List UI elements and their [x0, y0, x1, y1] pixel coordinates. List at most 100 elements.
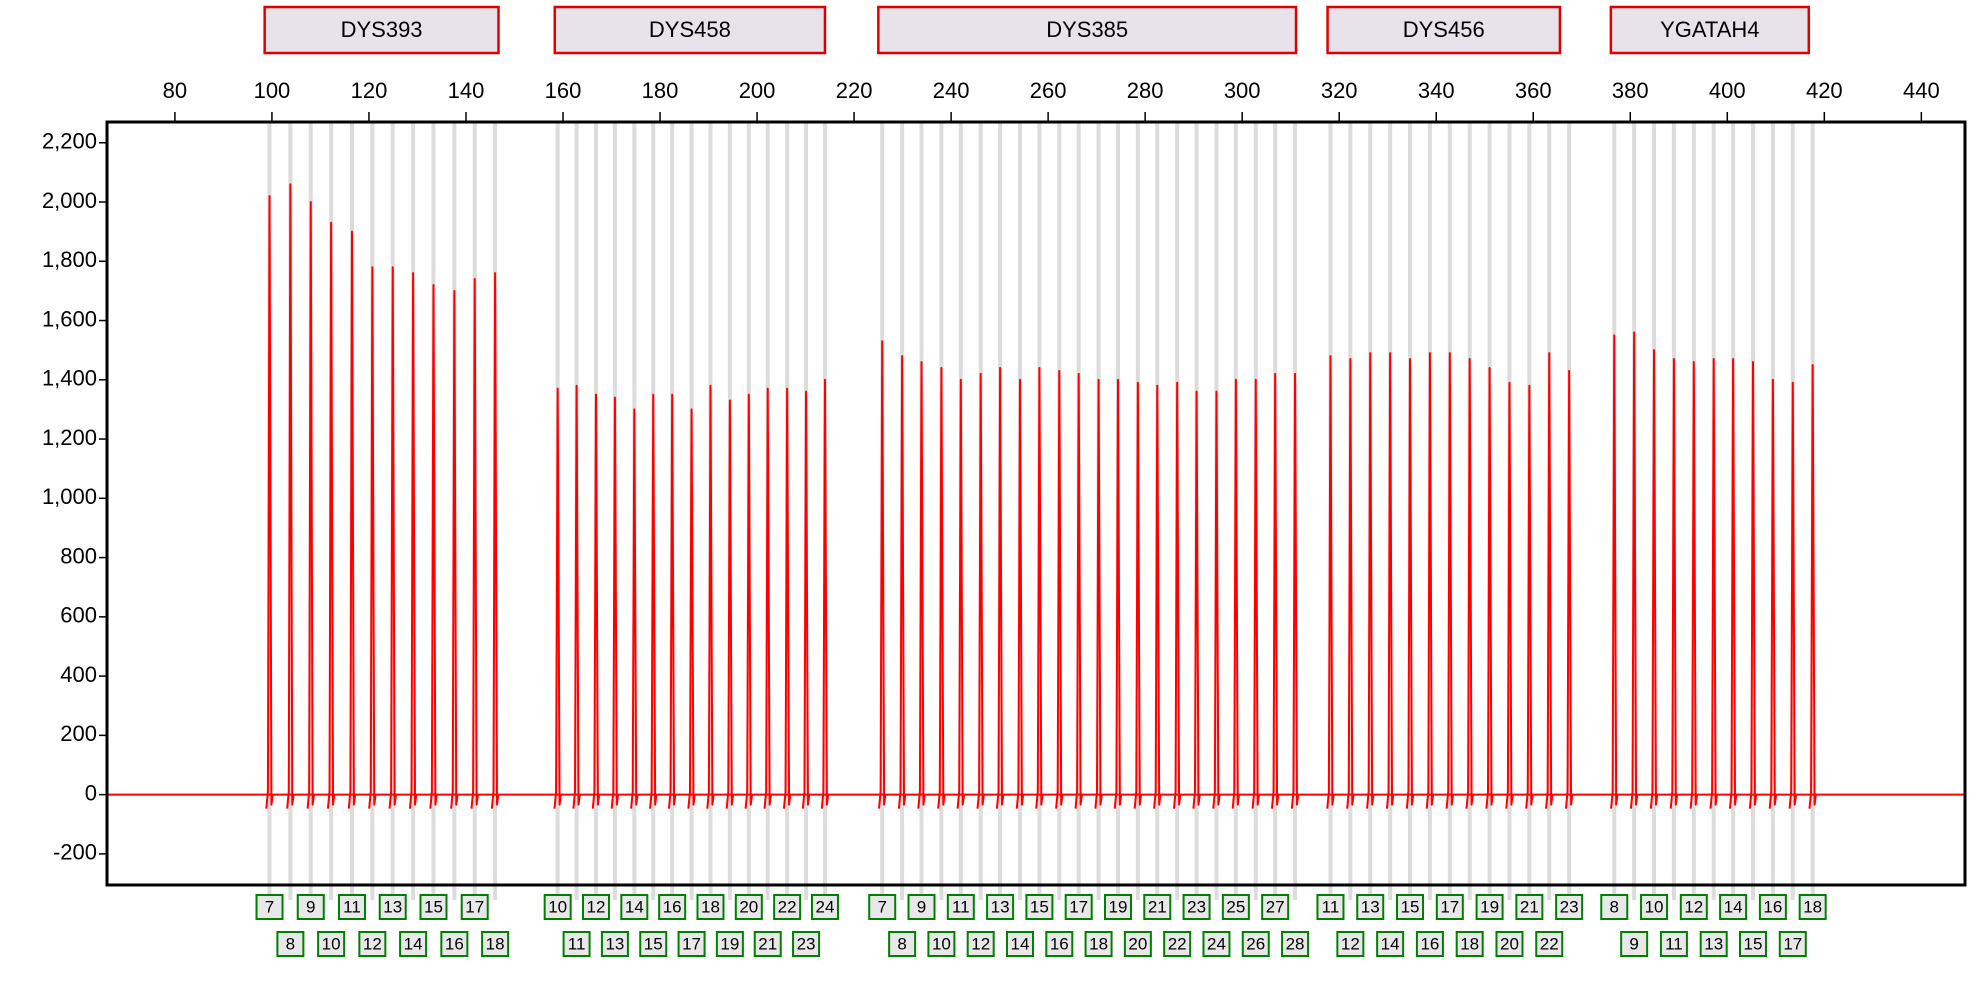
locus-box	[263, 5, 500, 55]
y-tick-label: 200	[60, 721, 97, 746]
allele-box	[773, 894, 802, 920]
peak	[1610, 334, 1619, 809]
allele-box	[715, 931, 744, 957]
x-tick-label: 240	[933, 78, 970, 103]
peak	[1525, 384, 1534, 809]
allele-label: 17	[465, 897, 484, 916]
allele-label: 18	[486, 934, 505, 953]
allele-box	[1182, 894, 1211, 920]
y-tick-label: 1,800	[42, 247, 97, 272]
locus-name: DYS393	[341, 17, 423, 42]
allele-label: 7	[265, 897, 274, 916]
allele-box	[1555, 894, 1584, 920]
allele-box	[1515, 894, 1544, 920]
peak	[917, 361, 926, 809]
allele-box	[440, 931, 469, 957]
allele-label: 20	[1128, 934, 1147, 953]
y-tick-label: -200	[53, 840, 97, 865]
peak	[1768, 378, 1778, 809]
peak	[1153, 384, 1162, 809]
allele-label: 16	[1420, 934, 1439, 953]
allele-label: 10	[548, 897, 567, 916]
allele-label: 22	[778, 897, 797, 916]
peak	[429, 283, 438, 809]
allele-box	[1103, 894, 1132, 920]
peak	[1629, 331, 1639, 809]
peak	[1728, 358, 1738, 809]
allele-box	[1316, 894, 1345, 920]
allele-label: 14	[1011, 934, 1030, 953]
y-tick-label: 400	[60, 662, 97, 687]
allele-box	[1535, 931, 1564, 957]
peak	[630, 408, 639, 809]
peak	[1808, 363, 1817, 809]
allele-box	[868, 894, 897, 920]
allele-box	[255, 894, 284, 920]
peak	[1505, 381, 1514, 809]
peak	[1649, 349, 1659, 809]
peak	[1564, 369, 1574, 809]
allele-label: 15	[1401, 897, 1420, 916]
peak	[1709, 358, 1718, 809]
allele-label: 11	[952, 897, 970, 916]
peak	[956, 378, 965, 809]
x-tick-label: 360	[1515, 78, 1552, 103]
peak	[1015, 378, 1025, 809]
x-tick-label: 260	[1030, 78, 1067, 103]
allele-label: 19	[720, 934, 739, 953]
x-tick-label: 380	[1612, 78, 1649, 103]
allele-box	[378, 894, 407, 920]
allele-box	[1719, 894, 1748, 920]
allele-label: 10	[322, 934, 341, 953]
allele-box	[1415, 931, 1444, 957]
peak	[897, 355, 907, 809]
allele-label: 14	[1724, 897, 1743, 916]
allele-label: 18	[1803, 897, 1822, 916]
x-tick-label: 160	[545, 78, 582, 103]
allele-box	[1084, 931, 1113, 957]
allele-label: 9	[1629, 934, 1638, 953]
x-tick-label: 180	[642, 78, 679, 103]
allele-label: 12	[363, 934, 382, 953]
x-tick-label: 140	[448, 78, 485, 103]
allele-label: 14	[1381, 934, 1400, 953]
allele-label: 19	[1480, 897, 1499, 916]
allele-box	[276, 931, 305, 957]
peak	[801, 390, 811, 809]
allele-box	[581, 894, 610, 920]
allele-label: 17	[1440, 897, 1459, 916]
locus-box	[1609, 5, 1811, 55]
x-tick-label: 280	[1127, 78, 1164, 103]
allele-box	[1281, 931, 1310, 957]
allele-label: 21	[1520, 897, 1539, 916]
allele-label: 26	[1246, 934, 1265, 953]
allele-box	[1600, 894, 1629, 920]
allele-box	[1679, 894, 1708, 920]
x-tick-label: 300	[1224, 78, 1261, 103]
peak	[687, 408, 696, 809]
allele-box	[1455, 931, 1484, 957]
allele-label: 18	[1460, 934, 1479, 953]
allele-label: 15	[424, 897, 443, 916]
y-tick-label: 0	[85, 780, 97, 805]
allele-box	[927, 931, 956, 957]
allele-box	[481, 931, 510, 957]
allele-box	[419, 894, 448, 920]
allele-box	[1163, 931, 1192, 957]
peak	[1133, 381, 1143, 809]
allele-box	[1396, 894, 1425, 920]
peak	[820, 378, 830, 809]
peak	[1290, 372, 1300, 809]
peak	[1094, 378, 1103, 809]
allele-box	[399, 931, 428, 957]
allele-label: 13	[383, 897, 402, 916]
allele-box	[946, 894, 975, 920]
y-tick-label: 2,200	[42, 129, 97, 154]
allele-label: 16	[663, 897, 682, 916]
peak	[1748, 361, 1758, 809]
peak	[1425, 352, 1435, 809]
allele-label: 16	[1763, 897, 1782, 916]
allele-label: 14	[404, 934, 423, 953]
allele-box	[792, 931, 821, 957]
